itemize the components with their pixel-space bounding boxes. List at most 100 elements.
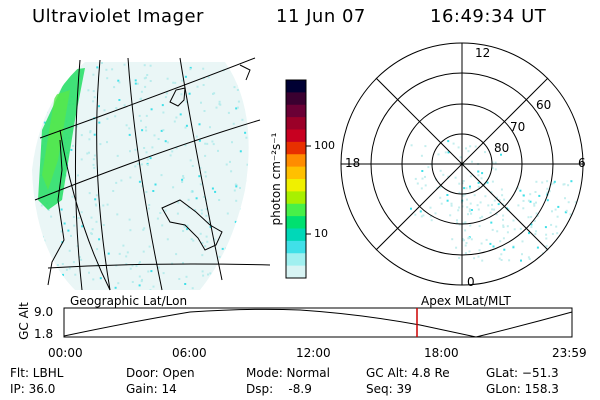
emission-speckle [159, 212, 162, 214]
polar-emission-speckle [430, 219, 433, 222]
polar-emission-speckle [521, 240, 524, 243]
timeline-y-tick-bottom: 1.8 [34, 327, 54, 341]
emission-speckle [142, 228, 145, 231]
emission-speckle [205, 208, 208, 211]
emission-speckle [149, 289, 152, 290]
info-filter: Flt: LBHL [10, 366, 64, 380]
emission-speckle [113, 86, 116, 89]
emission-speckle [61, 230, 64, 233]
emission-speckle [199, 183, 202, 186]
emission-speckle [142, 250, 145, 253]
emission-speckle [92, 163, 95, 166]
emission-speckle [126, 251, 129, 254]
emission-speckle [102, 224, 105, 226]
emission-speckle [70, 234, 72, 237]
polar-emission-speckle [546, 191, 549, 194]
emission-speckle [147, 270, 150, 273]
polar-emission-speckle [478, 249, 481, 252]
emission-speckle [129, 267, 132, 270]
emission-speckle [206, 142, 209, 145]
emission-speckle [190, 190, 193, 193]
emission-speckle [114, 115, 117, 118]
polar-emission-speckle [458, 223, 461, 226]
polar-emission-speckle [464, 229, 467, 232]
emission-speckle [145, 114, 148, 117]
emission-speckle [225, 163, 228, 166]
polar-emission-speckle [454, 176, 457, 179]
emission-speckle [185, 124, 188, 127]
polar-emission-speckle [451, 238, 454, 241]
emission-speckle [134, 165, 137, 168]
polar-emission-speckle [497, 203, 500, 206]
emission-speckle [74, 273, 77, 276]
emission-speckle [148, 204, 151, 206]
polar-emission-speckle [459, 156, 462, 159]
polar-emission-speckle [463, 239, 465, 242]
emission-speckle [147, 207, 150, 210]
emission-speckle [187, 206, 190, 209]
emission-speckle [172, 186, 175, 189]
polar-emission-speckle [478, 225, 481, 228]
emission-speckle [198, 139, 201, 142]
emission-speckle [200, 101, 202, 104]
emission-speckle [203, 196, 206, 198]
emission-speckle [182, 230, 185, 232]
emission-speckle [241, 118, 244, 121]
emission-speckle [154, 183, 157, 186]
polar-emission-speckle [546, 180, 549, 183]
polar-emission-speckle [546, 199, 549, 202]
emission-speckle [227, 111, 230, 114]
emission-speckle [152, 285, 155, 288]
polar-emission-speckle [481, 215, 484, 218]
emission-speckle [143, 64, 146, 67]
emission-speckle [166, 141, 169, 144]
emission-speckle [182, 262, 184, 264]
colorbar-tick-10: 10 [314, 227, 328, 240]
colorbar-cell [286, 117, 306, 130]
emission-speckle [68, 267, 71, 270]
emission-speckle [118, 81, 121, 84]
polar-emission-speckle [419, 210, 422, 213]
emission-speckle [141, 278, 143, 281]
emission-speckle [129, 176, 132, 179]
polar-emission-speckle [496, 230, 499, 233]
emission-speckle [128, 218, 131, 221]
polar-emission-speckle [422, 214, 425, 217]
timeline-x-tick-1800: 18:00 [424, 346, 459, 360]
polar-emission-speckle [528, 232, 530, 235]
emission-speckle [93, 166, 96, 169]
emission-speckle [129, 150, 131, 153]
emission-speckle [95, 194, 98, 197]
polar-emission-speckle [479, 201, 482, 204]
polar-emission-speckle [498, 257, 501, 260]
emission-speckle [153, 134, 156, 137]
colorbar-cell [286, 265, 306, 279]
polar-emission-speckle [468, 208, 471, 211]
emission-speckle [186, 224, 189, 227]
emission-speckle [156, 217, 159, 220]
polar-emission-speckle [461, 238, 464, 240]
emission-speckle [87, 89, 90, 92]
emission-speckle [161, 104, 164, 107]
emission-speckle [184, 144, 187, 147]
emission-speckle [199, 166, 202, 169]
emission-speckle [233, 189, 236, 192]
emission-speckle [164, 96, 167, 99]
emission-speckle [115, 107, 118, 110]
emission-speckle [145, 76, 147, 79]
polar-emission-speckle [567, 184, 570, 187]
emission-speckle [71, 195, 74, 198]
polar-emission-speckle [535, 212, 538, 215]
polar-emission-speckle [434, 212, 437, 215]
emission-speckle [165, 92, 168, 95]
emission-speckle [141, 185, 144, 188]
polar-emission-speckle [534, 233, 537, 236]
polar-emission-speckle [574, 201, 577, 204]
emission-speckle [92, 100, 95, 103]
emission-speckle [128, 127, 131, 130]
polar-emission-speckle [529, 200, 532, 203]
emission-speckle [219, 103, 222, 106]
emission-speckle [217, 149, 219, 152]
emission-speckle [191, 165, 194, 167]
emission-speckle [125, 255, 128, 258]
